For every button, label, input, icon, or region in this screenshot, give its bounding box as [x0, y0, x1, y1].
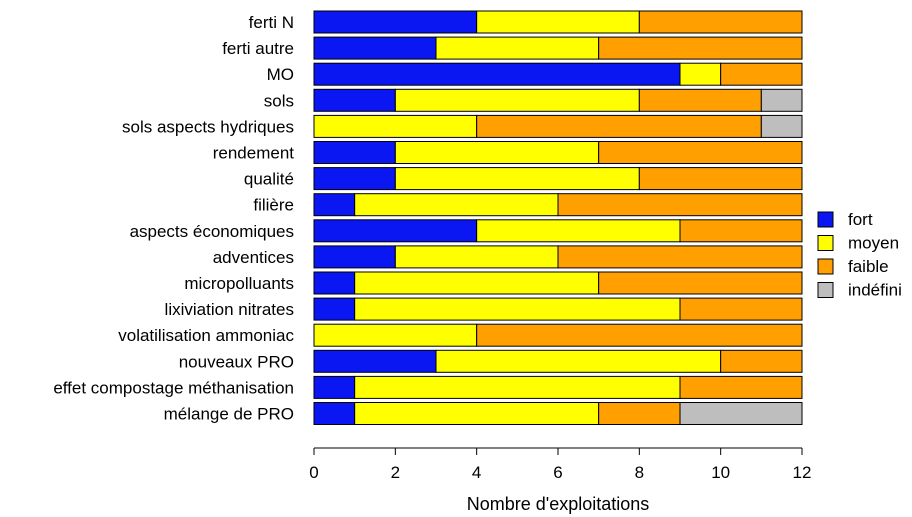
bar-segment-faible-6 — [638, 167, 803, 191]
bar-segment-fort-8 — [313, 219, 478, 243]
bar-segment-moyen-8 — [476, 219, 681, 243]
bar-segment-moyen-7 — [354, 193, 559, 217]
bar-segment-fort-15 — [313, 402, 356, 425]
bar-segment-fort-13 — [313, 349, 437, 373]
bar-segment-moyen-9 — [394, 245, 559, 269]
bar-segment-faible-14 — [679, 375, 803, 399]
legend: fort moyen faible indéfini — [817, 210, 902, 300]
x-tick-label: 0 — [309, 463, 318, 482]
x-tick-label: 8 — [635, 463, 644, 482]
bar-segment-faible-15 — [598, 402, 681, 425]
legend-swatch-indéfini — [817, 282, 834, 298]
bar-segment-faible-13 — [720, 349, 803, 373]
x-axis: 0 2 4 6 8 10 12 — [309, 447, 812, 482]
category-label: sols aspects hydriques — [122, 117, 294, 136]
legend-swatch-faible — [817, 258, 834, 275]
bar-segment-moyen-15 — [354, 402, 600, 425]
bar-segment-faible-4 — [476, 114, 762, 138]
legend-swatch-moyen — [817, 235, 834, 251]
category-label: qualité — [244, 170, 294, 189]
bar-segment-indéfini-4 — [760, 114, 803, 138]
bar-segment-fort-2 — [313, 62, 681, 86]
category-label: ferti N — [249, 13, 294, 32]
bar-segment-moyen-10 — [354, 271, 600, 295]
legend-swatch-fort — [817, 211, 834, 228]
bar-segment-fort-6 — [313, 167, 396, 191]
bar-segment-indéfini-3 — [760, 88, 803, 112]
x-tick-label: 4 — [472, 463, 481, 482]
category-label: ferti autre — [222, 39, 294, 58]
bar-segment-fort-0 — [313, 10, 478, 34]
category-label: adventices — [213, 248, 294, 267]
bar-segment-faible-8 — [679, 219, 803, 243]
category-label: nouveaux PRO — [179, 352, 294, 371]
bar-segment-fort-11 — [313, 297, 356, 321]
x-tick-label: 10 — [711, 463, 730, 482]
category-label: aspects économiques — [130, 222, 294, 241]
bar-segment-fort-3 — [313, 88, 396, 112]
bar-segment-faible-1 — [598, 36, 803, 60]
category-label: mélange de PRO — [164, 405, 294, 424]
bar-segment-moyen-11 — [354, 297, 681, 321]
bar-segment-fort-7 — [313, 193, 356, 217]
bar-segment-moyen-12 — [313, 323, 478, 347]
category-label: sols — [264, 91, 294, 110]
category-label: volatilisation ammoniac — [118, 326, 294, 345]
bar-segment-fort-1 — [313, 36, 437, 60]
category-label: rendement — [213, 144, 295, 163]
bar-segment-fort-14 — [313, 375, 356, 399]
bar-segment-faible-3 — [638, 88, 762, 112]
category-label: filière — [253, 196, 294, 215]
bar-segment-indéfini-15 — [679, 402, 803, 425]
bar-segment-moyen-6 — [394, 167, 640, 191]
bar-segment-moyen-5 — [394, 141, 600, 164]
bar-segment-faible-10 — [598, 271, 803, 295]
category-labels: ferti N ferti autre MO sols sols aspects hyd… — [53, 13, 294, 424]
legend-label: faible — [848, 257, 889, 276]
bar-segment-fort-5 — [313, 141, 396, 164]
legend-label: indéfini — [848, 281, 902, 300]
bar-segment-faible-7 — [557, 193, 803, 217]
bars-group — [313, 10, 803, 425]
bar-segment-faible-0 — [638, 10, 803, 34]
legend-label: moyen — [848, 234, 899, 253]
bar-segment-faible-12 — [476, 323, 803, 347]
bar-segment-faible-5 — [598, 141, 803, 164]
bar-segment-moyen-0 — [476, 10, 640, 34]
bar-segment-moyen-3 — [394, 88, 640, 112]
category-label: effet compostage méthanisation — [53, 378, 294, 397]
x-axis-label: Nombre d'exploitations — [467, 494, 650, 514]
bar-segment-moyen-14 — [354, 375, 681, 399]
bar-segment-faible-9 — [557, 245, 803, 269]
category-label: micropolluants — [184, 274, 294, 293]
category-label: lixiviation nitrates — [165, 300, 294, 319]
bar-segment-moyen-1 — [435, 36, 600, 60]
bar-segment-moyen-2 — [679, 62, 722, 86]
bar-segment-moyen-4 — [313, 114, 478, 138]
bar-segment-fort-10 — [313, 271, 356, 295]
bar-segment-moyen-13 — [435, 349, 722, 373]
category-label: MO — [267, 65, 294, 84]
bar-segment-fort-9 — [313, 245, 396, 269]
bar-segment-faible-2 — [720, 62, 803, 86]
bar-segment-faible-11 — [679, 297, 803, 321]
x-tick-label: 12 — [793, 463, 812, 482]
legend-label: fort — [848, 210, 873, 229]
x-tick-label: 2 — [391, 463, 400, 482]
x-tick-label: 6 — [553, 463, 562, 482]
